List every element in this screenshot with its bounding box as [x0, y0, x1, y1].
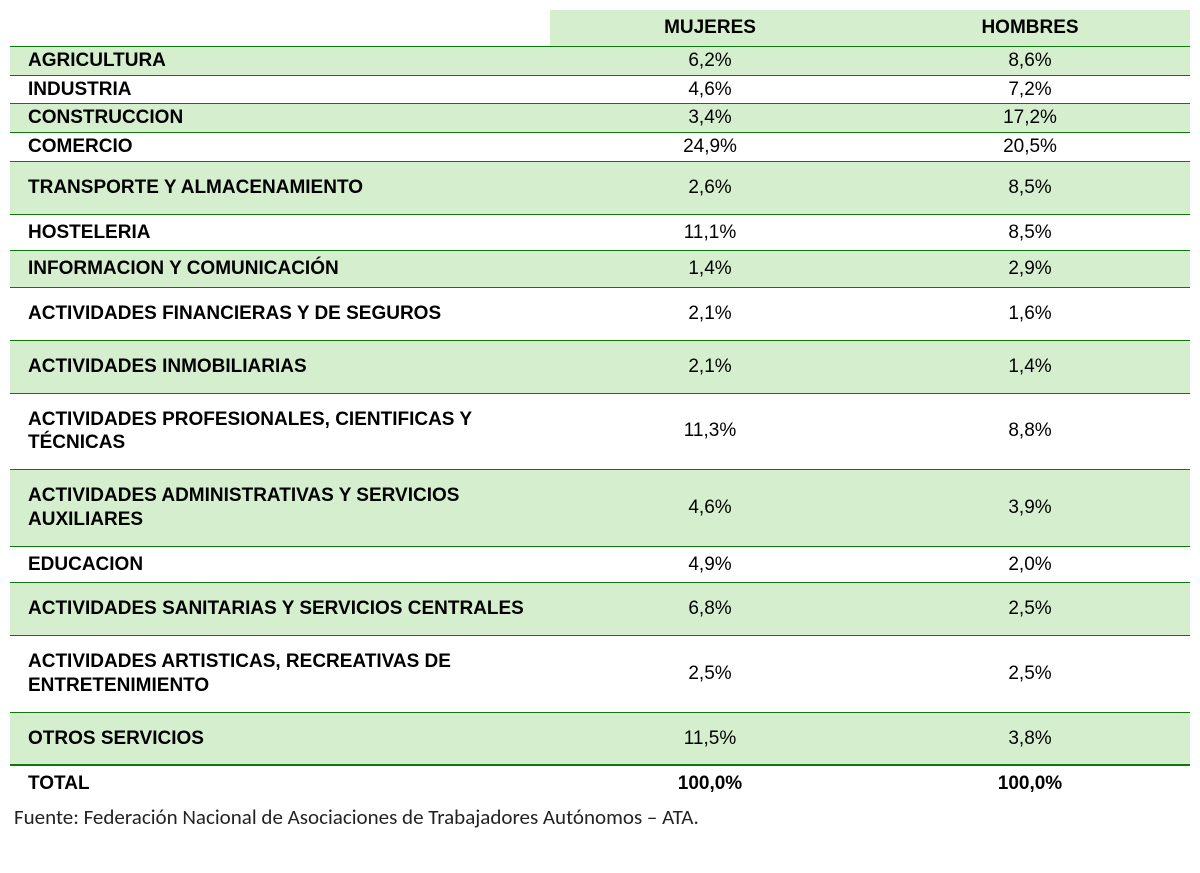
row-hombres: 8,8% — [870, 393, 1190, 470]
table-row: INFORMACION Y COMUNICACIÓN1,4%2,9% — [10, 251, 1190, 288]
table-row: COMERCIO24,9%20,5% — [10, 133, 1190, 162]
row-mujeres: 6,8% — [550, 583, 870, 636]
source-text: Fuente: Federación Nacional de Asociacio… — [10, 804, 1190, 830]
row-mujeres: 2,5% — [550, 636, 870, 713]
table-body: AGRICULTURA6,2%8,6%INDUSTRIA4,6%7,2%CONS… — [10, 46, 1190, 802]
row-hombres: 20,5% — [870, 133, 1190, 162]
row-hombres: 8,6% — [870, 46, 1190, 75]
table-row: INDUSTRIA4,6%7,2% — [10, 75, 1190, 104]
row-hombres: 2,5% — [870, 583, 1190, 636]
row-mujeres: 2,1% — [550, 340, 870, 393]
row-label: HOSTELERIA — [10, 214, 550, 251]
table-row: ACTIVIDADES FINANCIERAS Y DE SEGUROS2,1%… — [10, 288, 1190, 341]
row-mujeres: 2,1% — [550, 288, 870, 341]
row-mujeres: 4,6% — [550, 470, 870, 547]
row-mujeres: 4,9% — [550, 546, 870, 583]
row-label: CONSTRUCCION — [10, 104, 550, 133]
table-header: MUJERES HOMBRES — [10, 10, 1190, 46]
table-row: AGRICULTURA6,2%8,6% — [10, 46, 1190, 75]
table-row: OTROS SERVICIOS11,5%3,8% — [10, 712, 1190, 765]
table-row: ACTIVIDADES ARTISTICAS, RECREATIVAS DE E… — [10, 636, 1190, 713]
row-hombres: 2,5% — [870, 636, 1190, 713]
row-hombres: 2,0% — [870, 546, 1190, 583]
header-mujeres: MUJERES — [550, 10, 870, 46]
row-label: ACTIVIDADES INMOBILIARIAS — [10, 340, 550, 393]
row-label: ACTIVIDADES PROFESIONALES, CIENTIFICAS Y… — [10, 393, 550, 470]
table-row: TRANSPORTE Y ALMACENAMIENTO2,6%8,5% — [10, 161, 1190, 214]
table-row: ACTIVIDADES SANITARIAS Y SERVICIOS CENTR… — [10, 583, 1190, 636]
table-row: ACTIVIDADES ADMINISTRATIVAS Y SERVICIOS … — [10, 470, 1190, 547]
row-hombres: 3,9% — [870, 470, 1190, 547]
row-hombres: 8,5% — [870, 161, 1190, 214]
row-label: ACTIVIDADES SANITARIAS Y SERVICIOS CENTR… — [10, 583, 550, 636]
total-mujeres: 100,0% — [550, 765, 870, 802]
row-label: EDUCACION — [10, 546, 550, 583]
total-hombres: 100,0% — [870, 765, 1190, 802]
table-row: ACTIVIDADES PROFESIONALES, CIENTIFICAS Y… — [10, 393, 1190, 470]
row-hombres: 2,9% — [870, 251, 1190, 288]
row-mujeres: 6,2% — [550, 46, 870, 75]
row-hombres: 3,8% — [870, 712, 1190, 765]
data-table: MUJERES HOMBRES AGRICULTURA6,2%8,6%INDUS… — [10, 10, 1190, 802]
row-mujeres: 11,3% — [550, 393, 870, 470]
row-label: COMERCIO — [10, 133, 550, 162]
row-hombres: 17,2% — [870, 104, 1190, 133]
table-row: HOSTELERIA11,1%8,5% — [10, 214, 1190, 251]
row-label: INDUSTRIA — [10, 75, 550, 104]
row-mujeres: 2,6% — [550, 161, 870, 214]
header-blank — [10, 10, 550, 46]
row-mujeres: 1,4% — [550, 251, 870, 288]
row-mujeres: 11,5% — [550, 712, 870, 765]
row-mujeres: 24,9% — [550, 133, 870, 162]
row-label: ACTIVIDADES FINANCIERAS Y DE SEGUROS — [10, 288, 550, 341]
row-mujeres: 11,1% — [550, 214, 870, 251]
row-hombres: 8,5% — [870, 214, 1190, 251]
table-row: ACTIVIDADES INMOBILIARIAS2,1%1,4% — [10, 340, 1190, 393]
table-row: EDUCACION4,9%2,0% — [10, 546, 1190, 583]
row-hombres: 1,4% — [870, 340, 1190, 393]
row-label: TRANSPORTE Y ALMACENAMIENTO — [10, 161, 550, 214]
row-mujeres: 3,4% — [550, 104, 870, 133]
total-label: TOTAL — [10, 765, 550, 802]
table-total-row: TOTAL100,0%100,0% — [10, 765, 1190, 802]
row-mujeres: 4,6% — [550, 75, 870, 104]
row-hombres: 7,2% — [870, 75, 1190, 104]
row-label: ACTIVIDADES ADMINISTRATIVAS Y SERVICIOS … — [10, 470, 550, 547]
row-hombres: 1,6% — [870, 288, 1190, 341]
row-label: ACTIVIDADES ARTISTICAS, RECREATIVAS DE E… — [10, 636, 550, 713]
row-label: OTROS SERVICIOS — [10, 712, 550, 765]
row-label: AGRICULTURA — [10, 46, 550, 75]
table-row: CONSTRUCCION3,4%17,2% — [10, 104, 1190, 133]
header-hombres: HOMBRES — [870, 10, 1190, 46]
row-label: INFORMACION Y COMUNICACIÓN — [10, 251, 550, 288]
